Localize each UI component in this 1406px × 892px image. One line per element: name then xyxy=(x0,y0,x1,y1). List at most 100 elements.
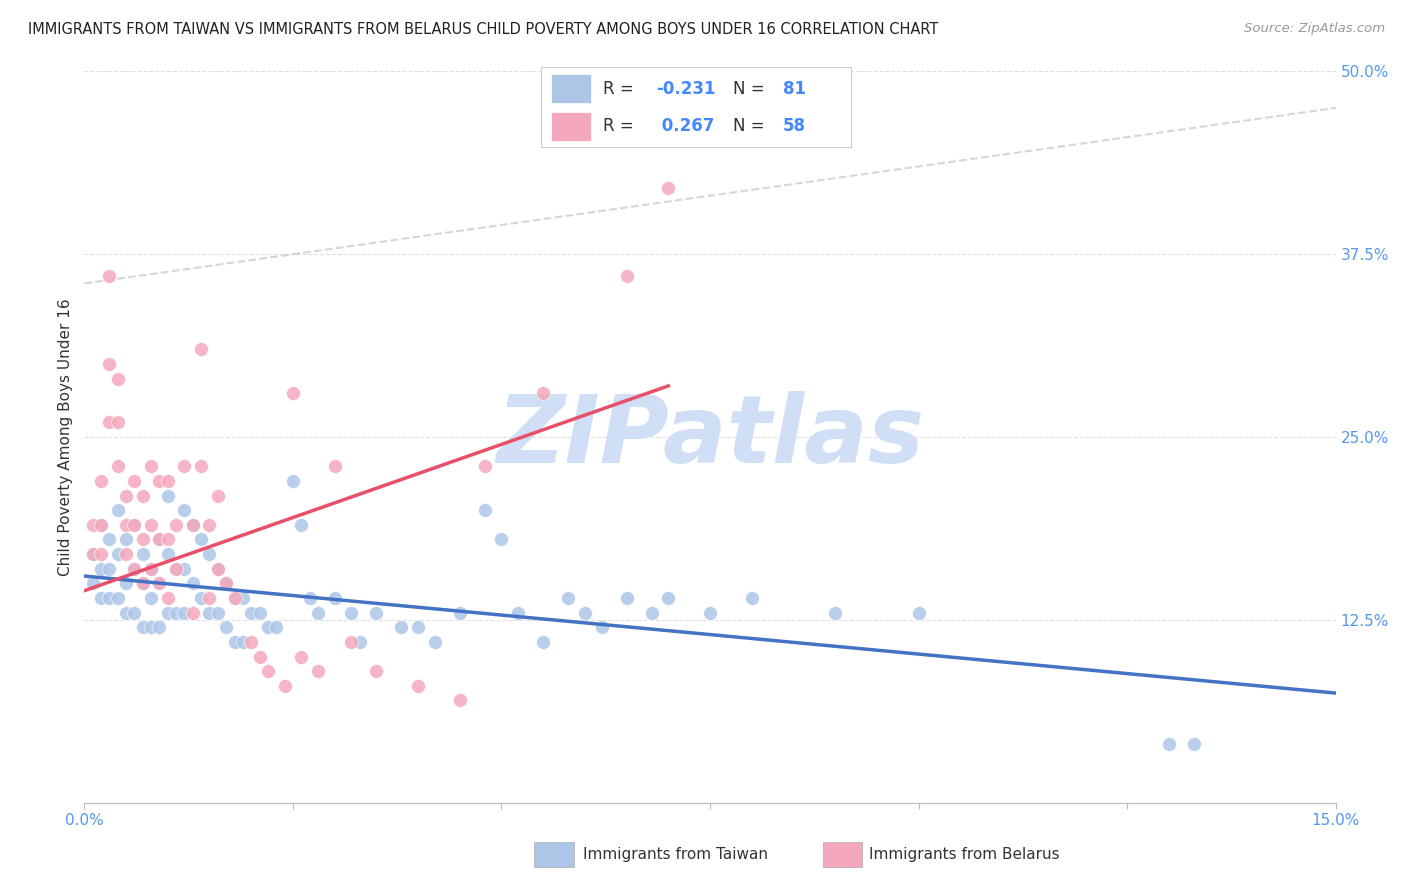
Point xyxy=(531,386,554,401)
Point xyxy=(389,620,412,634)
Point xyxy=(207,562,229,576)
Point xyxy=(449,606,471,620)
Point xyxy=(156,474,179,488)
Point xyxy=(98,357,121,371)
Point xyxy=(190,459,212,474)
Y-axis label: Child Poverty Among Boys Under 16: Child Poverty Among Boys Under 16 xyxy=(58,298,73,576)
Point xyxy=(1157,737,1180,751)
Point xyxy=(657,591,679,605)
Point xyxy=(173,562,195,576)
Point xyxy=(232,635,254,649)
Point xyxy=(290,649,312,664)
Point xyxy=(190,591,212,605)
Point xyxy=(115,533,138,547)
Point xyxy=(139,562,162,576)
Point xyxy=(249,649,271,664)
Point xyxy=(907,606,929,620)
FancyBboxPatch shape xyxy=(551,74,591,103)
Point xyxy=(139,620,162,634)
Point xyxy=(557,591,579,605)
Point xyxy=(307,606,329,620)
Point xyxy=(139,459,162,474)
Point xyxy=(1182,737,1205,751)
Point xyxy=(132,547,155,561)
Text: N =: N = xyxy=(733,118,770,136)
Point xyxy=(198,517,221,532)
Text: ZIPatlas: ZIPatlas xyxy=(496,391,924,483)
Point xyxy=(90,562,112,576)
Point xyxy=(699,606,721,620)
Point xyxy=(132,533,155,547)
Point xyxy=(156,547,179,561)
Point xyxy=(165,517,187,532)
Point xyxy=(824,606,846,620)
Point xyxy=(82,547,104,561)
Point xyxy=(132,576,155,591)
Point xyxy=(198,606,221,620)
Point xyxy=(107,371,129,385)
Point xyxy=(215,576,238,591)
Point xyxy=(281,386,304,401)
Point xyxy=(156,606,179,620)
Point xyxy=(366,664,388,678)
Point xyxy=(198,591,221,605)
Point xyxy=(98,533,121,547)
Point xyxy=(224,591,246,605)
Point xyxy=(323,591,346,605)
Point xyxy=(181,576,204,591)
Point xyxy=(115,576,138,591)
Point xyxy=(173,606,195,620)
Point xyxy=(340,606,363,620)
Point xyxy=(406,620,429,634)
Point xyxy=(148,474,170,488)
Point xyxy=(224,591,246,605)
Text: Immigrants from Belarus: Immigrants from Belarus xyxy=(869,847,1060,862)
Point xyxy=(323,459,346,474)
Point xyxy=(139,517,162,532)
Point xyxy=(198,547,221,561)
Point xyxy=(181,606,204,620)
Point xyxy=(232,591,254,605)
Point xyxy=(107,459,129,474)
Text: R =: R = xyxy=(603,79,640,97)
Text: Immigrants from Taiwan: Immigrants from Taiwan xyxy=(583,847,769,862)
Point xyxy=(741,591,763,605)
Point xyxy=(240,635,263,649)
Point xyxy=(98,269,121,284)
Text: N =: N = xyxy=(733,79,770,97)
Point xyxy=(98,416,121,430)
Point xyxy=(207,489,229,503)
Text: R =: R = xyxy=(603,118,640,136)
Point xyxy=(190,533,212,547)
Point xyxy=(132,576,155,591)
Point xyxy=(173,503,195,517)
Point xyxy=(82,517,104,532)
Text: 58: 58 xyxy=(783,118,806,136)
Point xyxy=(657,181,679,195)
Point xyxy=(281,474,304,488)
Point xyxy=(207,562,229,576)
Point xyxy=(115,517,138,532)
Point xyxy=(474,459,496,474)
Text: 81: 81 xyxy=(783,79,806,97)
Text: IMMIGRANTS FROM TAIWAN VS IMMIGRANTS FROM BELARUS CHILD POVERTY AMONG BOYS UNDER: IMMIGRANTS FROM TAIWAN VS IMMIGRANTS FRO… xyxy=(28,22,938,37)
Point xyxy=(90,517,112,532)
Point xyxy=(82,547,104,561)
Point xyxy=(574,606,596,620)
Point xyxy=(508,606,530,620)
Point xyxy=(124,517,146,532)
Point xyxy=(240,606,263,620)
Point xyxy=(173,459,195,474)
Point xyxy=(107,591,129,605)
Point xyxy=(148,533,170,547)
Point xyxy=(190,343,212,357)
Point xyxy=(273,679,295,693)
Point xyxy=(257,664,280,678)
Point xyxy=(616,269,638,284)
Point xyxy=(132,489,155,503)
Point xyxy=(257,620,280,634)
Point xyxy=(124,474,146,488)
Point xyxy=(423,635,446,649)
Point xyxy=(90,591,112,605)
Point xyxy=(107,547,129,561)
